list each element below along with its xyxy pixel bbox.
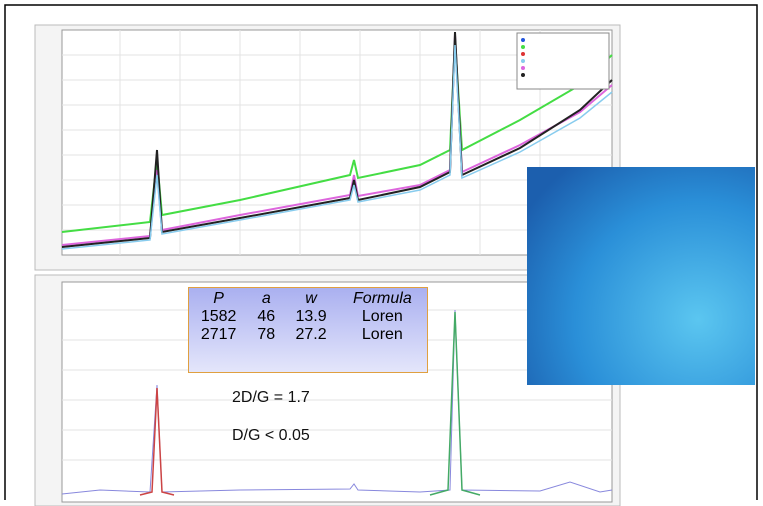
table-cell: 13.9 bbox=[295, 308, 327, 325]
fit-g bbox=[139, 387, 175, 496]
legend-box bbox=[516, 32, 610, 90]
fit-table-grid: P a w Formula 1582 46 13.9 Loren 2717 78… bbox=[189, 290, 427, 344]
ratio-d-g: D/G < 0.05 bbox=[232, 427, 310, 444]
table-header: w bbox=[305, 290, 317, 307]
table-cell: 2717 bbox=[200, 326, 237, 343]
sample-image bbox=[527, 167, 755, 385]
spectrum-cyan bbox=[61, 44, 613, 250]
table-cell: 27.2 bbox=[295, 326, 327, 343]
table-header: Formula bbox=[353, 290, 412, 307]
ratio-2d-g: 2D/G = 1.7 bbox=[232, 389, 310, 406]
top-grid bbox=[62, 30, 612, 255]
residual-spectrum bbox=[61, 309, 613, 495]
table-header: a bbox=[261, 290, 271, 307]
table-cell: 78 bbox=[257, 326, 276, 343]
table-cell: Loren bbox=[361, 308, 403, 325]
table-cell: 46 bbox=[257, 308, 276, 325]
table-header: P bbox=[213, 290, 224, 307]
fit-2d bbox=[429, 311, 481, 496]
legend-markers bbox=[521, 38, 525, 77]
fit-table: P a w Formula 1582 46 13.9 Loren 2717 78… bbox=[188, 287, 428, 373]
table-cell: 1582 bbox=[200, 308, 237, 325]
table-cell: Loren bbox=[361, 326, 403, 343]
frame bbox=[4, 4, 758, 500]
